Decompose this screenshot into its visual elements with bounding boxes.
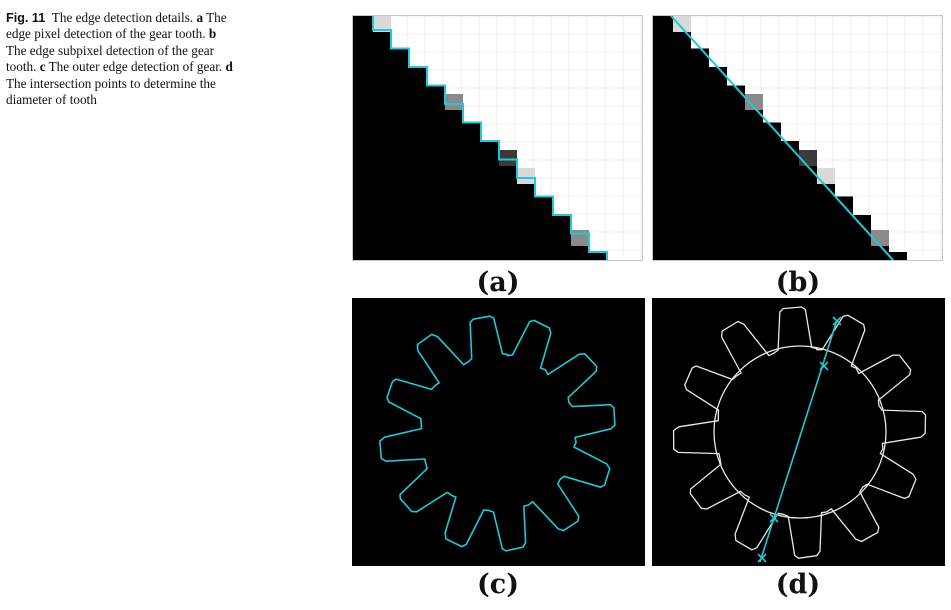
caption-segment: The intersection points to determine the… [6,75,216,108]
gray-pixel [373,16,391,32]
caption-text: The edge detection details. a The edge p… [6,10,233,107]
gear-outer-edge [379,315,616,552]
edge-pixel-line [372,16,608,260]
panel-label-b: (b) [775,267,821,298]
caption-panel-letter: c [39,59,46,75]
panel-c-outer-gear-edge [352,298,645,566]
caption-panel-letter: a [196,10,204,25]
intersection-point-marker [832,316,842,326]
gray-pixel [445,94,463,110]
root-circle [713,345,887,519]
caption-segment: The outer edge detection of gear. [45,59,226,75]
gear-outer-edge-svg [379,315,616,552]
gear-intersection-svg [672,306,927,563]
caption-panel-letter: d [225,59,233,75]
gray-pixel [571,230,589,246]
dark-region [653,16,907,260]
panel-b-edge-subpixel-detection [652,15,943,261]
panel-a-edge-pixel-detection [352,15,643,261]
intersection-point-marker [757,553,767,563]
pixel-edge-svg [353,16,642,260]
gray-pixel [673,16,691,32]
gray-pixel [817,168,835,184]
caption-segment: The edge detection details. [51,10,197,25]
gray-pixel [745,94,763,110]
gray-pixel [799,150,817,166]
gray-pixel [499,150,517,166]
caption-segment: The edge pixel detection of the gear too… [6,10,227,42]
panel-label-a: (a) [476,267,520,298]
intersection-point-marker [769,513,779,523]
figure-caption: Fig. 11 The edge detection details. a Th… [6,10,234,108]
caption-segment: The edge subpixel detection of the gear … [6,42,214,75]
caption-panel-letter: b [208,26,217,42]
figure-label: Fig. 11 [6,11,46,25]
panel-label-d: (d) [775,569,821,600]
edge-subpixel-line [670,16,894,260]
panel-label-c: (c) [477,569,519,600]
intersection-point-marker [819,361,829,371]
diameter-line [759,319,838,563]
gear-outline [672,306,927,559]
gray-pixel [517,168,535,184]
subpixel-edge-svg [653,16,942,260]
panel-d-tooth-intersection [652,298,945,566]
